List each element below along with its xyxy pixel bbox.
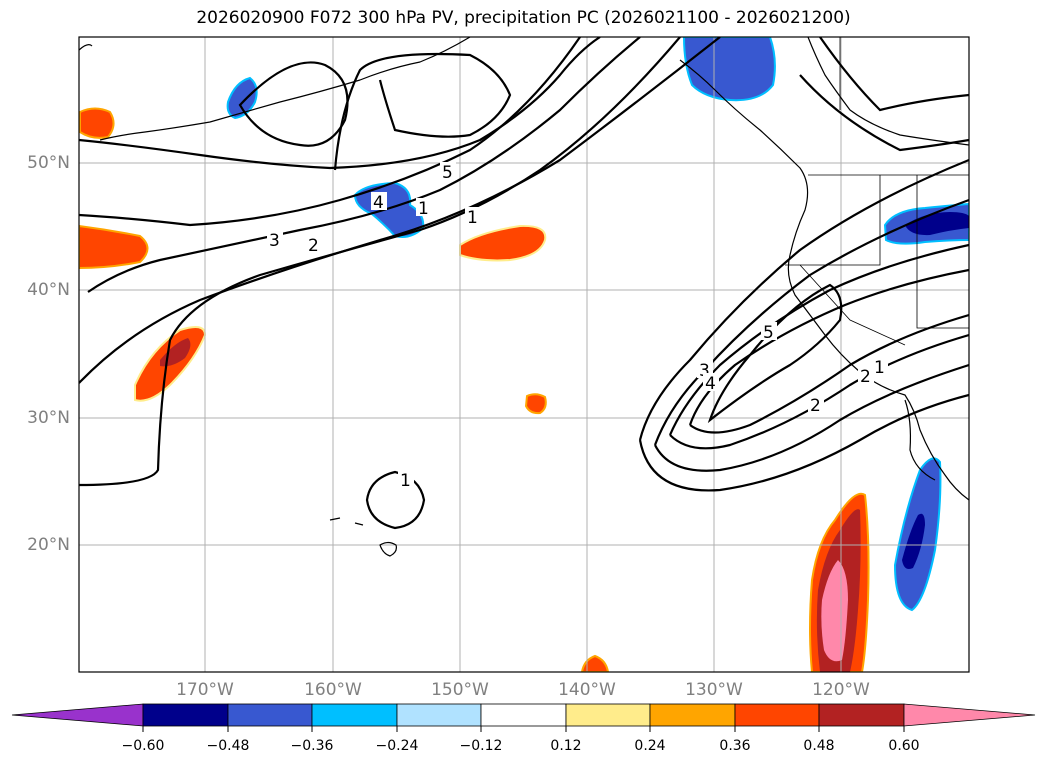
contour-5b	[333, 52, 512, 171]
contour-label: 2	[308, 236, 319, 256]
lon-label: 140°W	[558, 680, 616, 700]
contour-labels: 1 2 3 4 5 1 2 3 4 5 1 2 1	[267, 162, 888, 491]
lat-label: 50°N	[27, 153, 70, 173]
map-title: 2026020900 F072 300 hPa PV, precipitatio…	[196, 8, 851, 28]
colorbar-tick-label: 0.24	[634, 738, 666, 754]
colorbar-bin	[818, 703, 905, 727]
lat-label: 40°N	[27, 280, 70, 300]
lon-label: 130°W	[685, 680, 743, 700]
colorbar-tick-label: 0.12	[550, 738, 582, 754]
contour-east-inner2	[669, 333, 969, 450]
graticule	[79, 37, 969, 672]
contour-5	[79, 37, 601, 170]
precip-area	[459, 224, 547, 262]
precip-positive-areas	[79, 107, 870, 672]
precip-area	[79, 107, 115, 139]
lon-label: 160°W	[304, 680, 362, 700]
contour-label: 1	[874, 358, 885, 378]
colorbar-tick-label: −0.48	[206, 738, 250, 754]
contour-east-5	[707, 283, 843, 424]
colorbar-extend-high	[903, 703, 1036, 727]
contour-ne2	[799, 74, 969, 152]
colorbar-extend-low	[11, 703, 144, 727]
colorbar-bin	[311, 703, 398, 727]
precip-area	[226, 76, 258, 120]
colorbar-ticks	[142, 726, 905, 732]
contour-east-inner3	[689, 313, 969, 434]
contour-label: 3	[269, 231, 280, 251]
colorbar-bin	[649, 703, 736, 727]
colorbar-tick-label: −0.12	[459, 738, 503, 754]
coastlines	[79, 37, 969, 557]
contour-label: 2	[810, 396, 821, 416]
precip-area	[902, 513, 925, 569]
contour-label: 5	[763, 323, 774, 343]
contour-east-inner	[654, 363, 969, 472]
contour-closed-b	[365, 470, 426, 530]
colorbar-bin	[142, 703, 229, 727]
precip-negative-areas	[226, 37, 969, 612]
contour-label: 1	[400, 471, 411, 491]
precip-area	[682, 37, 776, 102]
colorbar-tick-label: 0.48	[803, 738, 835, 754]
contour-ne	[819, 37, 969, 112]
contour-label: 4	[705, 374, 716, 394]
colorbar-bin	[734, 703, 820, 727]
lon-label: 170°W	[176, 680, 234, 700]
precip-area	[79, 224, 149, 270]
colorbar-bin	[565, 703, 651, 727]
colorbar-tick-label: −0.36	[290, 738, 334, 754]
colorbar-bin	[480, 703, 567, 727]
contour-east-outer	[638, 393, 969, 492]
contour-closed-a	[238, 61, 349, 147]
borders	[785, 37, 969, 346]
lon-label: 120°W	[812, 680, 870, 700]
contour-label: 5	[442, 163, 453, 183]
pv-contours	[79, 37, 969, 530]
contour-4	[79, 37, 581, 227]
contour-2	[79, 37, 681, 487]
colorbar-tick-label: −0.24	[375, 738, 419, 754]
lat-label: 30°N	[27, 408, 70, 428]
contour-label: 1	[418, 199, 429, 219]
colorbar-tick-label: −0.60	[121, 738, 165, 754]
contour-label: 4	[373, 193, 384, 213]
colorbar-bin	[396, 703, 482, 727]
lat-label: 20°N	[27, 535, 70, 555]
colorbar-tick-label: 0.36	[719, 738, 751, 754]
contour-3	[87, 37, 641, 293]
colorbar	[11, 703, 1036, 727]
colorbar-tick-label: 0.60	[888, 738, 920, 754]
contour-east-1	[638, 158, 969, 441]
lon-label: 150°W	[431, 680, 489, 700]
contour-label: 3	[699, 361, 710, 381]
contour-label: 2	[860, 367, 871, 387]
contour-east-2	[653, 198, 969, 446]
colorbar-bin	[227, 703, 313, 727]
precip-area	[524, 393, 547, 415]
contour-label: 1	[467, 208, 478, 228]
precip-area	[580, 654, 610, 672]
map-frame	[78, 36, 970, 673]
